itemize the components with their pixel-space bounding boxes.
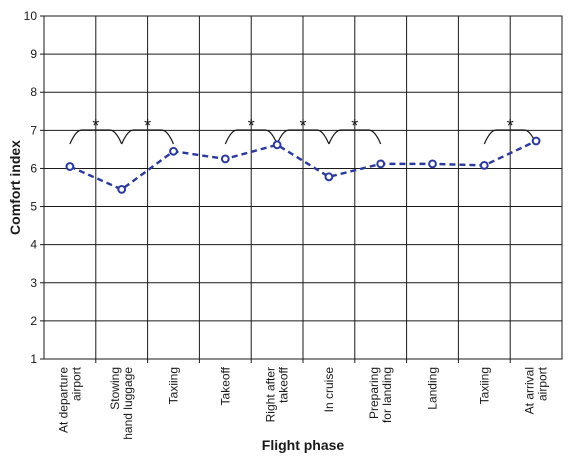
tick-label-x-line: takeoff: [277, 366, 291, 402]
tick-label-x: Landing: [426, 367, 440, 410]
significance-star: *: [351, 116, 358, 136]
tick-label-x-line: Taxiing: [477, 367, 491, 404]
significance-star: *: [144, 116, 151, 136]
tick-label-y: 1: [30, 352, 37, 366]
significance-star: *: [299, 116, 306, 136]
significance-star: *: [507, 116, 514, 136]
axis-layer: [40, 15, 563, 360]
tick-label-y: 3: [30, 276, 37, 290]
tick-label-x-line: Right after: [264, 367, 278, 422]
tick-label-y: 2: [30, 314, 37, 328]
tick-label-y: 7: [30, 123, 37, 137]
tick-label-y: 4: [30, 238, 37, 252]
data-point: [117, 185, 127, 194]
tick-label-x-line: hand luggage: [121, 367, 135, 440]
y-axis-title: Comfort index: [7, 140, 23, 235]
tick-label-x-line: airport: [536, 366, 550, 401]
significance-bracket: [328, 129, 382, 145]
tick-label-x: Takeoff: [218, 366, 232, 405]
x-axis-title: Flight phase: [262, 437, 345, 453]
significance-bracket: [69, 129, 123, 145]
tick-label-y: 8: [30, 85, 37, 99]
tick-label-y: 9: [30, 47, 37, 61]
tick-label-x: At arrivalairport: [523, 366, 550, 414]
plot-frame: [43, 15, 563, 360]
data-point: [479, 160, 489, 170]
significance-star: *: [248, 116, 255, 136]
tick-label-x-line: Stowing: [108, 367, 122, 410]
tick-label-x-line: Preparing: [367, 367, 381, 419]
data-point: [220, 154, 230, 164]
tick-label-x: At departureairport: [56, 366, 83, 433]
series-layer: [65, 136, 541, 194]
data-point: [376, 159, 386, 169]
significance-star: *: [92, 116, 99, 136]
tick-label-x-line: Takeoff: [218, 366, 232, 405]
data-point: [272, 140, 282, 150]
tick-label-x-line: Landing: [426, 367, 440, 410]
data-point: [531, 136, 541, 146]
data-point: [428, 159, 437, 169]
tick-label-x: Preparingfor landing: [367, 367, 394, 423]
significance-bracket: [121, 129, 175, 145]
tick-label-x-line: At arrival: [523, 367, 537, 414]
tick-label-x: Taxiing: [477, 367, 491, 404]
tick-label-x: Taxiing: [167, 367, 181, 404]
tick-label-x: Stowinghand luggage: [108, 367, 135, 440]
tick-label-x-line: airport: [69, 366, 83, 401]
tick-label-x-line: At departure: [56, 367, 70, 433]
data-point: [65, 162, 75, 171]
tick-label-x: Right aftertakeoff: [264, 366, 291, 422]
tick-label-x: In cruise: [322, 367, 336, 413]
data-point: [169, 146, 178, 156]
tick-label-x-line: for landing: [380, 367, 394, 423]
tick-label-x-line: Taxiing: [167, 367, 181, 404]
tick-label-y: 10: [24, 9, 38, 23]
tick-label-y: 6: [30, 161, 37, 175]
data-point: [324, 172, 334, 182]
tick-label-x-line: In cruise: [322, 367, 336, 413]
tick-label-y: 5: [30, 200, 37, 214]
